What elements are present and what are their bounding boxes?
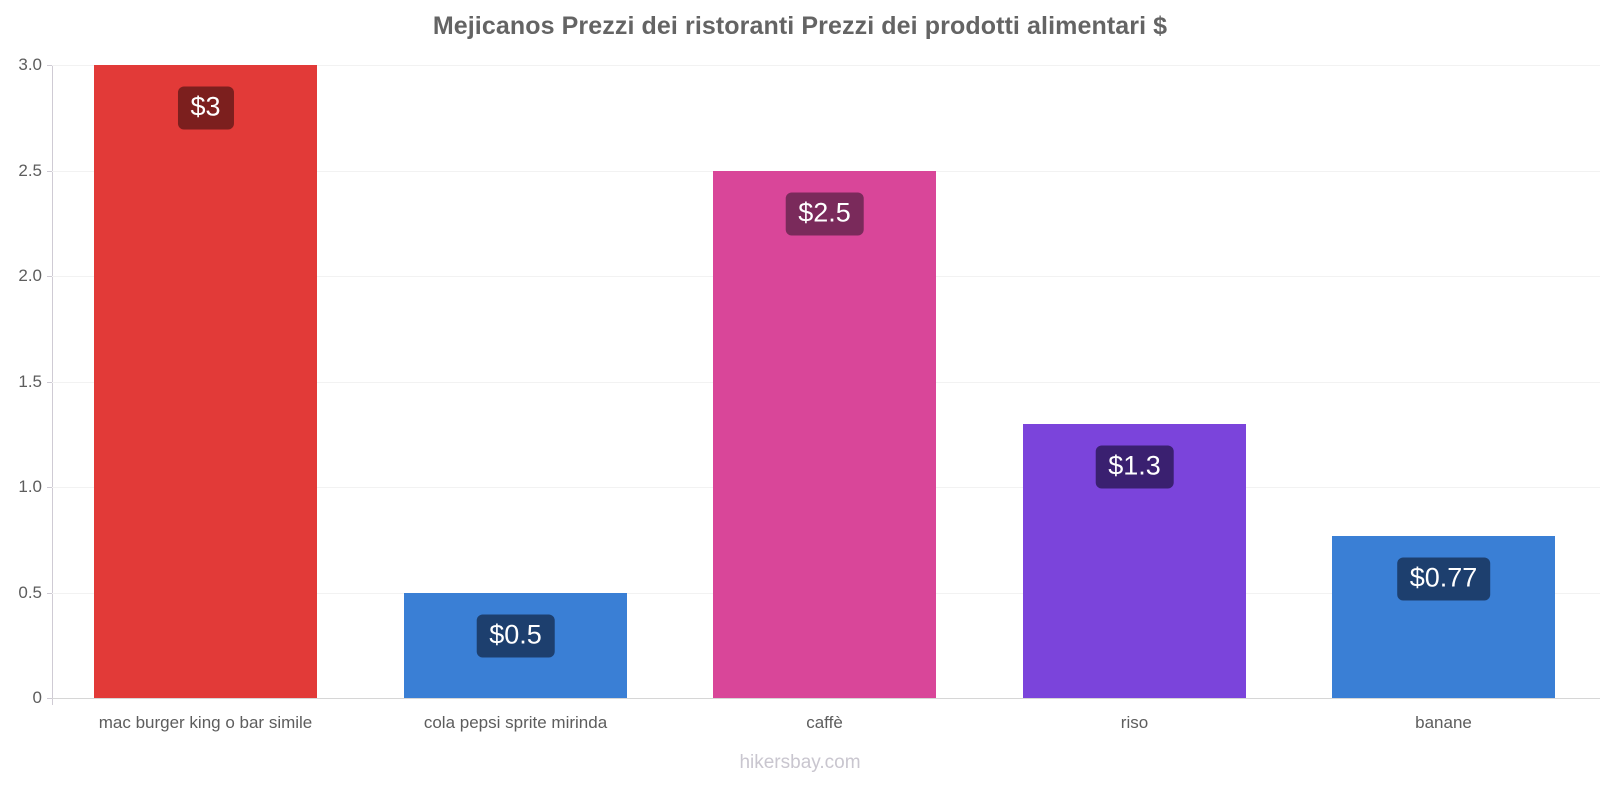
x-axis-category-label: mac burger king o bar simile: [98, 713, 313, 732]
y-axis-line: [52, 65, 53, 705]
y-axis-tick-mark: [47, 592, 53, 594]
gridline: [52, 698, 1600, 699]
bar-value-label: $3: [177, 86, 234, 130]
bar[interactable]: [713, 170, 936, 698]
bar-value-label: $2.5: [785, 192, 864, 235]
y-axis-tick-label: 0: [32, 688, 42, 707]
y-axis-tick-label: 2.0: [18, 266, 42, 285]
x-axis-category-label: cola pepsi sprite mirinda: [423, 713, 608, 732]
y-axis-tick-mark: [47, 381, 53, 383]
x-axis-category-label: banane: [1415, 713, 1472, 732]
y-axis-tick-mark: [47, 65, 53, 66]
bar-value-label: $0.5: [476, 614, 555, 657]
footer-watermark: hikersbay.com: [739, 752, 861, 773]
bar[interactable]: [94, 65, 317, 698]
x-axis-category-label: riso: [1120, 713, 1149, 732]
gridline: [52, 65, 1600, 66]
bar-value-label: $1.3: [1095, 445, 1174, 489]
chart-title: Mejicanos Prezzi dei ristoranti Prezzi d…: [432, 12, 1168, 40]
y-axis-tick-mark: [47, 487, 53, 488]
y-axis-tick-label: 1.5: [18, 371, 42, 391]
y-axis-tick-label: 2.5: [18, 160, 42, 180]
x-axis-category-label: caffè: [806, 713, 843, 732]
y-axis-tick-mark: [47, 276, 53, 277]
y-axis-tick-label: 1.0: [18, 477, 42, 496]
plot-area: $3 $0.5 $2.5 $1.3 $0.77: [52, 65, 1600, 699]
y-axis-tick-mark: [47, 170, 53, 172]
y-axis-tick-mark: [47, 698, 53, 699]
y-axis-tick-label: 0.5: [18, 582, 42, 602]
bar-value-label: $0.77: [1396, 557, 1491, 601]
y-axis-tick-label: 3.0: [18, 55, 42, 74]
